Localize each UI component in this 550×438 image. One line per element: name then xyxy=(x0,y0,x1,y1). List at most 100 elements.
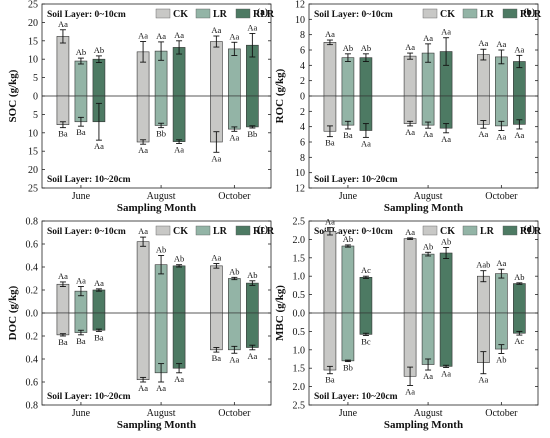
sig-label-bottom: Ba xyxy=(94,332,104,342)
sig-label-top: Aa xyxy=(514,44,524,54)
bar-bottom xyxy=(228,95,241,130)
legend-label-rlr: RLR xyxy=(520,226,542,237)
y-tick-label: 6 xyxy=(300,46,305,57)
x-tick-label: August xyxy=(414,408,443,419)
x-tick-label: October xyxy=(218,408,251,419)
sig-label-bottom: Aa xyxy=(423,371,433,381)
legend-swatch-rlr xyxy=(235,225,251,236)
bar-top xyxy=(403,238,417,314)
sig-label-top: Aa xyxy=(211,253,221,263)
sig-label-bottom: Ba xyxy=(343,130,353,140)
y-tick-label: 0.4 xyxy=(26,263,39,274)
y-tick-label: 25 xyxy=(28,184,38,195)
bar-top xyxy=(323,231,337,314)
legend-label-ck: CK xyxy=(173,9,188,20)
legend-swatch-lr xyxy=(195,8,211,19)
y-tick-label: 4 xyxy=(300,122,305,133)
bar-top xyxy=(172,265,186,314)
panel-b: 12 10 8 6 4 2 0 2 4 6 8 10 12 ROC (g/kg) June August Oct… xyxy=(274,0,542,214)
x-tick-label: June xyxy=(339,191,358,202)
bar-bottom xyxy=(359,312,373,335)
y-tick-label: 0 xyxy=(33,92,38,103)
x-axis-label: Sampling Month xyxy=(117,419,196,431)
y-axis-label: ROC (g/kg) xyxy=(274,68,286,123)
bar-top xyxy=(439,252,453,314)
sig-label-top: Ab xyxy=(156,245,166,255)
panel-label: (b) xyxy=(523,7,535,18)
x-tick-label: June xyxy=(339,408,358,419)
x-tick-label: October xyxy=(485,191,518,202)
y-tick-label: 10 xyxy=(295,15,305,26)
sig-label-top: Ab xyxy=(76,47,86,57)
sig-label-top: Ab xyxy=(343,43,353,53)
sig-label-top: Aa xyxy=(247,22,257,32)
y-tick-label: 6 xyxy=(300,138,305,149)
bar-top xyxy=(246,282,259,314)
bottom-layer-label: Soil Layer: 10~20cm xyxy=(314,392,398,402)
sig-label-bottom: Bb xyxy=(247,129,257,139)
sig-label-top: Aa xyxy=(58,271,68,281)
bar-top xyxy=(323,42,337,97)
bar-top xyxy=(74,60,88,97)
y-tick-label: 15 xyxy=(28,147,38,158)
y-tick-label: 10 xyxy=(28,128,38,139)
y-tick-label: 0.2 xyxy=(26,332,39,343)
bar-top xyxy=(513,283,526,314)
sig-label-top: Aa xyxy=(405,227,415,237)
y-tick-label: 8 xyxy=(300,30,305,41)
sig-label-bottom: Ba xyxy=(76,336,86,346)
bar-top xyxy=(477,54,490,97)
bar-bottom xyxy=(74,312,88,333)
sig-label-top: Aa xyxy=(76,276,86,286)
y-tick-label: 0.8 xyxy=(26,401,39,412)
sig-label-top: Aa xyxy=(156,31,166,41)
legend-swatch-ck xyxy=(422,225,438,236)
bar-bottom xyxy=(403,95,417,124)
sig-label-bottom: Aa xyxy=(478,375,488,385)
bar-top xyxy=(495,273,508,314)
legend-label-rlr: RLR xyxy=(253,9,275,20)
y-tick-label: 5 xyxy=(33,73,38,84)
legend-swatch-rlr xyxy=(502,8,518,19)
sig-label-bottom: Bb xyxy=(156,129,166,139)
sig-label-bottom: Aa xyxy=(156,383,166,393)
sig-label-top: Aa xyxy=(496,39,506,49)
bar-bottom xyxy=(513,312,526,334)
sig-label-top: Aa xyxy=(138,226,148,236)
y-axis-label: MBC (g/kg) xyxy=(274,285,286,341)
sig-label-bottom: Aa xyxy=(174,144,184,154)
bar-bottom xyxy=(323,312,337,371)
sig-label-bottom: Aa xyxy=(94,141,104,151)
bar-bottom xyxy=(56,312,70,336)
panel-a: 25 20 15 10 5 0 5 10 15 20 25 SOC (g/kg) June August O… xyxy=(7,0,275,214)
sig-label-bottom: Aa xyxy=(174,374,184,384)
y-tick-label: 0.0 xyxy=(293,309,306,320)
sig-label-top: Ab xyxy=(441,236,451,246)
x-axis-label: Sampling Month xyxy=(117,202,196,214)
y-tick-label: 0.6 xyxy=(26,240,39,251)
sig-label-bottom: Ba xyxy=(58,337,68,347)
sig-label-bottom: Aa xyxy=(211,153,221,163)
bar-top xyxy=(359,277,373,314)
sig-label-top: Ab xyxy=(423,241,433,251)
legend-swatch-lr xyxy=(462,225,478,236)
legend-label-rlr: RLR xyxy=(520,9,542,20)
panel-d: 2.5 2.0 1.5 1.0 0.5 0.0 0.5 1.0 1.5 2.0 2.5 MBC (g/… xyxy=(274,217,542,432)
bar-top xyxy=(92,289,106,314)
bottom-layer-label: Soil Layer: 10~20cm xyxy=(47,175,131,185)
y-tick-label: 20 xyxy=(28,18,38,29)
x-tick-label: June xyxy=(72,408,91,419)
sig-label-top: Aa xyxy=(325,29,335,39)
bar-bottom xyxy=(210,312,223,351)
sig-label-top: Aa xyxy=(174,30,184,40)
panel-c: 0.8 0.6 0.4 0.2 0.0 0.2 0.4 0.6 0.8 DOC (g/kg) Jun… xyxy=(7,217,275,432)
bar-bottom xyxy=(228,312,241,351)
sig-label-bottom: Bc xyxy=(361,336,371,346)
bar-top xyxy=(92,58,106,97)
y-tick-label: 12 xyxy=(295,0,305,11)
bottom-layer-label: Soil Layer: 10~20cm xyxy=(314,175,398,185)
y-tick-label: 1.0 xyxy=(293,272,306,283)
sig-label-top: Aa xyxy=(58,19,68,29)
panel-label: (a) xyxy=(257,7,268,18)
